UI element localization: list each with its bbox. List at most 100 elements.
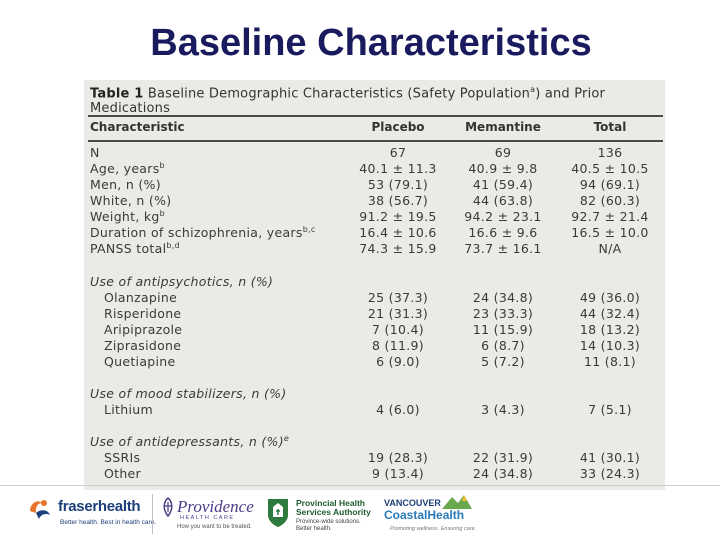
table-row: N 67 69 136 [84, 145, 665, 161]
cell-total: 40.5 ± 10.5 [571, 161, 649, 176]
row-label: Other [104, 466, 141, 481]
column-header-placebo: Placebo [371, 120, 425, 134]
row-label: Quetiapine [104, 354, 176, 369]
cell-total: 44 (32.4) [579, 306, 641, 321]
cell-memantine: 16.6 ± 9.6 [468, 225, 538, 240]
cell-placebo: 91.2 ± 19.5 [359, 209, 437, 224]
table-row: Quetiapine 6 (9.0) 5 (7.2) 11 (8.1) [84, 354, 665, 370]
table-caption-text: Baseline Demographic Characteristics (Sa… [147, 86, 531, 102]
table-row: Olanzapine 25 (37.3) 24 (34.8) 49 (36.0) [84, 290, 665, 306]
providence-tagline: How you want to be treated. [177, 524, 252, 530]
table-row: Aripiprazole 7 (10.4) 11 (15.9) 18 (13.2… [84, 322, 665, 338]
row-label: Duration of schizophrenia, yearsb,c [90, 225, 316, 240]
cell-placebo: 8 (11.9) [372, 338, 424, 353]
cell-total: 92.7 ± 21.4 [571, 209, 649, 224]
fraserhealth-logo-icon [30, 500, 50, 519]
phsa-name: Provincial Health Services Authority [296, 499, 371, 517]
cell-total: 82 (60.3) [579, 193, 641, 208]
row-label-text: Age, years [90, 161, 160, 177]
table-caption-sup: a [530, 85, 536, 94]
cell-placebo: 38 (56.7) [367, 193, 429, 208]
table-row: SSRIs 19 (28.3) 22 (31.9) 41 (30.1) [84, 450, 665, 466]
cell-total: 136 [597, 145, 623, 160]
cell-placebo: 9 (13.4) [372, 466, 424, 481]
row-label: Risperidone [104, 306, 182, 321]
cell-total: 41 (30.1) [579, 450, 641, 465]
cell-memantine: 24 (34.8) [472, 466, 534, 481]
cell-placebo: 40.1 ± 11.3 [359, 161, 437, 176]
table-row: Lithium 4 (6.0) 3 (4.3) 7 (5.1) [84, 402, 665, 418]
cell-placebo: 6 (9.0) [376, 354, 420, 369]
row-label: Ziprasidone [104, 338, 182, 353]
section-title-text: Use of antidepressants, n (%) [90, 434, 284, 450]
cell-placebo: 4 (6.0) [376, 402, 420, 417]
cell-total: 14 (10.3) [579, 338, 641, 353]
cell-placebo: 16.4 ± 10.6 [359, 225, 437, 240]
slide-title: Baseline Characteristics [150, 22, 592, 64]
table-caption-text-2: ) and Prior Medications [90, 86, 606, 117]
cell-memantine: 23 (33.3) [472, 306, 534, 321]
row-label-text: Duration of schizophrenia, years [90, 225, 303, 241]
row-label: Weight, kgb [90, 209, 165, 224]
row-label: White, n (%) [90, 193, 172, 208]
cell-placebo: 74.3 ± 15.9 [359, 241, 437, 256]
logo-separator [152, 494, 153, 534]
cell-total: 18 (13.2) [579, 322, 641, 337]
cell-memantine: 44 (63.8) [472, 193, 534, 208]
row-label-sup: b,c [302, 225, 316, 234]
providence-name: Providence [177, 497, 254, 516]
table-caption: Table 1 Baseline Demographic Characteris… [90, 82, 650, 116]
table-row: Weight, kgb 91.2 ± 19.5 94.2 ± 23.1 92.7… [84, 209, 665, 225]
row-label: Lithium [104, 402, 153, 417]
column-header-total: Total [593, 120, 627, 134]
table-row: Age, yearsb 40.1 ± 11.3 40.9 ± 9.8 40.5 … [84, 161, 665, 177]
section-header-mood-stabilizers: Use of mood stabilizers, n (%) [84, 386, 665, 402]
cell-memantine: 5 (7.2) [481, 354, 525, 369]
section-header-antipsychotics: Use of antipsychotics, n (%) [84, 274, 665, 290]
cell-total: 49 (36.0) [579, 290, 641, 305]
section-header-antidepressants: Use of antidepressants, n (%)e [84, 434, 665, 450]
fraserhealth-name: fraserhealth [58, 498, 141, 515]
row-label-sup: b [159, 161, 165, 170]
phsa-name-line-2: Services Authority [296, 507, 371, 517]
cell-total: 33 (24.3) [579, 466, 641, 481]
row-label: Aripiprazole [104, 322, 183, 337]
row-label: Olanzapine [104, 290, 178, 305]
table-row: Ziprasidone 8 (11.9) 6 (8.7) 14 (10.3) [84, 338, 665, 354]
cell-memantine: 73.7 ± 16.1 [464, 241, 542, 256]
table-row: Other 9 (13.4) 24 (34.8) 33 (24.3) [84, 466, 665, 482]
cell-placebo: 67 [389, 145, 407, 160]
row-label: N [90, 145, 100, 160]
cell-placebo: 7 (10.4) [372, 322, 424, 337]
cell-placebo: 21 (31.3) [367, 306, 429, 321]
cell-memantine: 22 (31.9) [472, 450, 534, 465]
table-row: Risperidone 21 (31.3) 23 (33.3) 44 (32.4… [84, 306, 665, 322]
vch-name-line-1: VANCOUVER [384, 498, 441, 508]
section-title: Use of antidepressants, n (%)e [90, 434, 289, 449]
row-label: Men, n (%) [90, 177, 161, 192]
cell-placebo: 25 (37.3) [367, 290, 429, 305]
cell-memantine: 40.9 ± 9.8 [468, 161, 538, 176]
footer-divider [0, 485, 720, 486]
row-label: PANSS totalb,d [90, 241, 180, 256]
cell-total: 16.5 ± 10.0 [571, 225, 649, 240]
phsa-tagline: Province-wide solutions. Better health. [296, 519, 361, 533]
column-header-characteristic: Characteristic [90, 120, 185, 134]
section-title-sup: e [283, 434, 290, 443]
cell-placebo: 19 (28.3) [367, 450, 429, 465]
cell-total: 7 (5.1) [588, 402, 632, 417]
table-row: Men, n (%) 53 (79.1) 41 (59.4) 94 (69.1) [84, 177, 665, 193]
cell-memantine: 94.2 ± 23.1 [464, 209, 542, 224]
table-image: Table 1 Baseline Demographic Characteris… [84, 80, 665, 490]
cell-total: 11 (8.1) [584, 354, 636, 369]
vch-mountain-icon [442, 495, 472, 509]
cell-memantine: 3 (4.3) [481, 402, 525, 417]
providence-subtitle: HEALTH CARE [180, 515, 235, 521]
cell-memantine: 69 [494, 145, 512, 160]
row-label: SSRIs [104, 450, 141, 465]
row-label-text: PANSS total [90, 241, 167, 257]
table-header-rule [88, 140, 663, 142]
cell-memantine: 24 (34.8) [472, 290, 534, 305]
row-label-text: Weight, kg [90, 209, 160, 225]
table-row: Duration of schizophrenia, yearsb,c 16.4… [84, 225, 665, 241]
